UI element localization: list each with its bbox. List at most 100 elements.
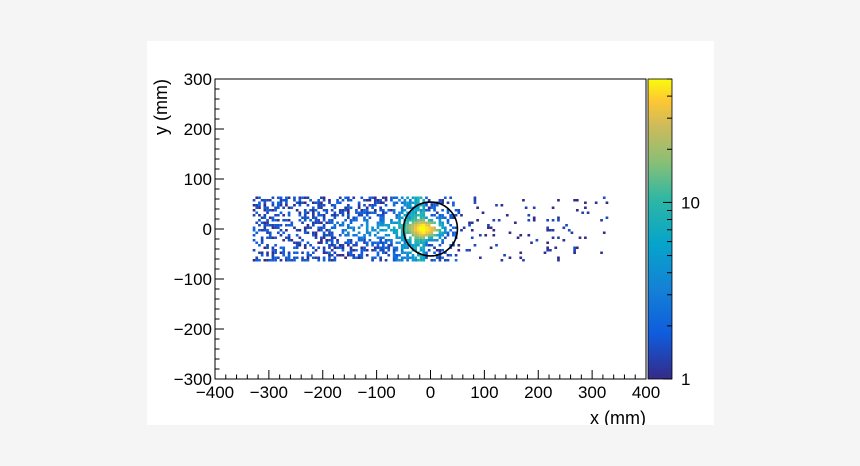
heatmap-cell <box>562 226 566 229</box>
heatmap-cell <box>417 209 420 212</box>
heatmap-cell <box>276 201 280 204</box>
heatmap-cell <box>376 244 380 247</box>
heatmap-cell <box>368 211 372 214</box>
heatmap-cell <box>252 229 256 232</box>
heatmap-cell <box>263 246 267 249</box>
heatmap-cell <box>384 259 388 262</box>
heatmap-cell <box>449 196 453 199</box>
heatmap-cell <box>303 196 307 199</box>
heatmap-cell <box>546 249 550 252</box>
heatmap-cell <box>371 249 374 252</box>
heatmap-cell <box>414 259 418 262</box>
heatmap-cell <box>258 259 261 262</box>
heatmap-cell <box>255 211 259 214</box>
heatmap-cell <box>360 249 364 252</box>
heatmap-cell <box>346 254 350 257</box>
heatmap-cell <box>438 244 442 247</box>
heatmap-cell <box>519 256 523 259</box>
heatmap-cell <box>376 199 380 202</box>
heatmap-cell <box>322 204 326 207</box>
heatmap-cell <box>441 226 444 229</box>
heatmap-cell <box>435 234 439 237</box>
heatmap-cell <box>325 229 329 232</box>
heatmap-cell <box>320 214 323 217</box>
heatmap-cell <box>255 231 259 234</box>
heatmap-cell <box>258 244 261 247</box>
heatmap-cell <box>301 251 304 254</box>
heatmap-cell <box>274 249 277 252</box>
heatmap-cell <box>287 251 291 254</box>
heatmap-cell <box>379 219 383 222</box>
heatmap-cell <box>282 206 286 209</box>
heatmap-cell <box>276 256 280 259</box>
heatmap-cell <box>320 236 323 239</box>
heatmap-cell <box>274 251 277 254</box>
heatmap-cell <box>266 251 269 254</box>
heatmap-cell <box>306 226 310 229</box>
heatmap-cell <box>433 234 436 237</box>
heatmap-cell <box>309 209 312 212</box>
heatmap-cell <box>382 244 385 247</box>
heatmap-cell <box>422 256 426 259</box>
heatmap-cell <box>311 256 315 259</box>
heatmap-cell <box>303 244 307 247</box>
heatmap-cell <box>557 259 560 262</box>
heatmap-cell <box>406 246 409 249</box>
heatmap-cell <box>293 226 296 229</box>
heatmap-cell <box>314 249 318 252</box>
heatmap-cell <box>422 219 426 222</box>
heatmap-cell <box>338 244 342 247</box>
heatmap-cell <box>311 251 315 254</box>
heatmap-cell <box>379 259 383 262</box>
heatmap-cell <box>535 239 539 242</box>
heatmap-cell <box>355 256 358 259</box>
heatmap-cell <box>425 234 428 237</box>
heatmap-cell <box>400 249 404 252</box>
heatmap-cell <box>271 201 275 204</box>
heatmap-cell <box>303 231 307 234</box>
heatmap-cell <box>263 259 267 262</box>
heatmap-cell <box>341 249 345 252</box>
heatmap-cell <box>411 231 415 234</box>
heatmap-cell <box>252 239 256 242</box>
heatmap-cell <box>400 209 404 212</box>
y-axis-ticks: −300 −200 −100 0 100 200 300 <box>174 70 224 389</box>
heatmap-cell <box>392 246 396 249</box>
heatmap-cell <box>344 219 347 222</box>
heatmap-cell <box>317 259 321 262</box>
heatmap-cell <box>443 236 447 239</box>
x-tick-label: 200 <box>524 383 552 402</box>
heatmap-cell <box>379 206 383 209</box>
heatmap-cell <box>430 214 434 217</box>
heatmap-cell <box>532 216 536 219</box>
heatmap-cell <box>317 214 321 217</box>
heatmap-cell <box>266 231 269 234</box>
heatmap-cell <box>357 214 361 217</box>
heatmap-cell <box>255 241 259 244</box>
heatmap-cell <box>414 234 418 237</box>
heatmap-cell <box>352 249 356 252</box>
heatmap-cell <box>387 244 391 247</box>
heatmap-cell <box>492 234 496 237</box>
heatmap-cell <box>271 259 275 262</box>
heatmap-cell <box>266 219 269 222</box>
heatmap-cell <box>330 204 334 207</box>
heatmap-cell <box>387 224 391 227</box>
heatmap-cell <box>360 254 364 257</box>
heatmap-cell <box>322 219 326 222</box>
heatmap-cell <box>514 221 517 224</box>
heatmap-cell <box>330 239 334 242</box>
heatmap-cell <box>346 244 350 247</box>
heatmap-cell <box>363 216 366 219</box>
heatmap-cell <box>330 214 334 217</box>
heatmap-cell <box>425 226 428 229</box>
heatmap-cell <box>387 234 391 237</box>
heatmap-cell <box>400 226 404 229</box>
heatmap-cell <box>403 241 407 244</box>
heatmap-cell <box>338 196 342 199</box>
heatmap-cell <box>317 246 321 249</box>
heatmap-cell <box>417 196 420 199</box>
heatmap-cell <box>411 209 415 212</box>
x-tick-label: −400 <box>196 383 234 402</box>
heatmap-cell <box>379 249 383 252</box>
